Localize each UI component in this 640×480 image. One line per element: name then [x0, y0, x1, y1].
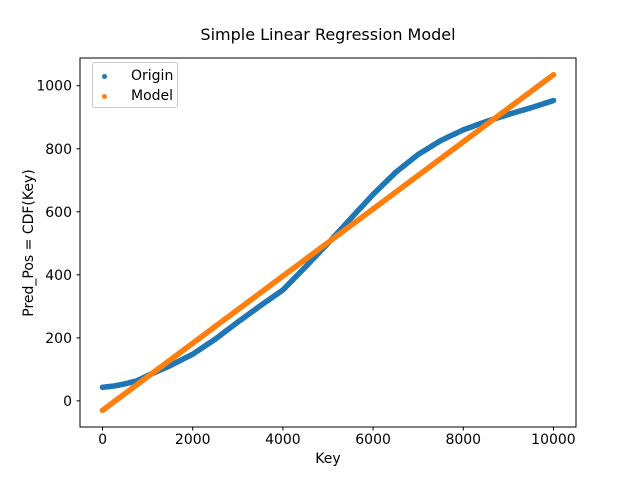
chart-title: Simple Linear Regression Model [200, 25, 456, 44]
model-marker-icon [102, 93, 107, 99]
x-tick-label: 0 [98, 432, 107, 448]
y-tick-label: 600 [45, 205, 72, 221]
y-tick-label: 800 [45, 142, 72, 158]
y-tick-label: 1000 [36, 79, 72, 95]
x-tick-label: 2000 [175, 432, 211, 448]
x-tick-label: 8000 [445, 432, 481, 448]
series-model [99, 71, 557, 414]
y-tick-label: 0 [63, 394, 72, 410]
x-tick-label: 10000 [531, 432, 576, 448]
y-axis-label: Pred_Pos = CDF(Key) [21, 169, 37, 317]
legend: Origin Model [92, 62, 178, 108]
y-tick-label: 200 [45, 331, 72, 347]
y-tick-label: 400 [45, 268, 72, 284]
x-axis-label: Key [315, 451, 341, 467]
axes-frame [79, 57, 577, 428]
legend-item-origin: Origin [93, 66, 177, 86]
x-tick-label: 6000 [355, 432, 391, 448]
x-tick-label: 4000 [265, 432, 301, 448]
legend-item-model: Model [93, 86, 177, 106]
legend-label-model: Model [131, 88, 174, 104]
series-origin [99, 97, 557, 391]
origin-marker-icon [102, 73, 107, 79]
legend-label-origin: Origin [131, 68, 174, 84]
